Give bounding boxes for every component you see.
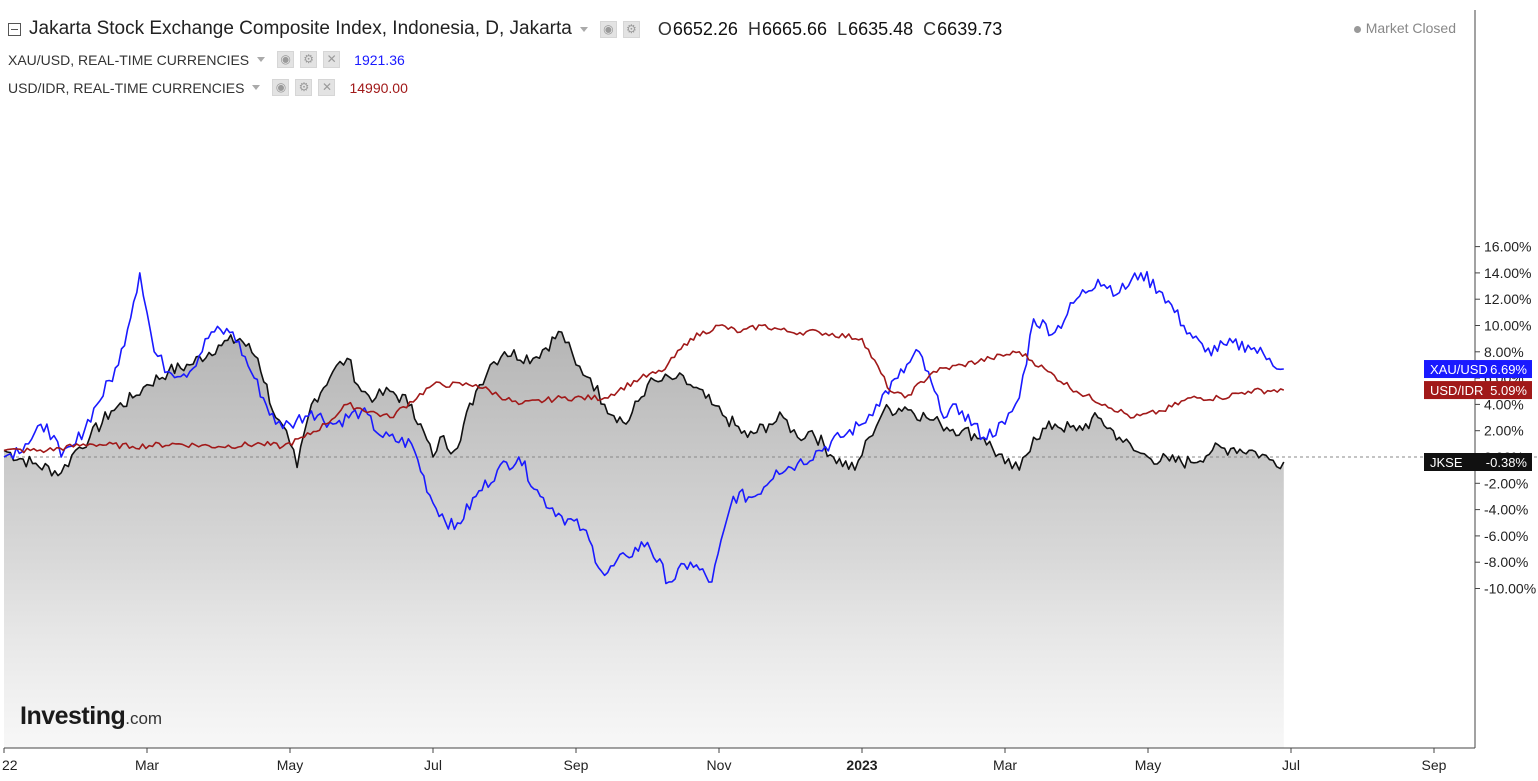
series-line-jkse	[3, 330, 1285, 477]
market-status: Market Closed	[1353, 20, 1456, 36]
series-line-xauusd	[3, 270, 1284, 585]
series-label-name: JKSE	[1430, 455, 1463, 470]
logo-name: Investing	[20, 702, 126, 730]
x-tick-label: Jul	[1282, 757, 1300, 773]
series-label-usdidr: USD/IDR 5.09%	[1424, 381, 1532, 400]
x-tick-label: Sep	[564, 757, 589, 773]
high-value: 6665.66	[761, 18, 828, 39]
close-value: 6639.73	[937, 18, 1003, 39]
x-tick-label: 22	[2, 757, 18, 773]
gear-icon[interactable]: ⚙	[300, 51, 318, 68]
overlay-xauusd: XAU/USD, REAL-TIME CURRENCIES ◉ ⚙ ✕ 1921…	[8, 51, 405, 68]
y-tick-label: 8.00%	[1484, 344, 1524, 360]
x-tick-label: May	[1135, 757, 1161, 773]
gear-icon[interactable]: ⚙	[622, 20, 640, 38]
close-icon[interactable]: ✕	[323, 51, 341, 68]
overlay-xauusd-value: 1921.36	[354, 51, 405, 68]
series-label-xauusd: XAU/USD 6.69%	[1424, 360, 1532, 379]
series-label-name: USD/IDR	[1430, 383, 1483, 398]
y-tick-label: 2.00%	[1484, 423, 1524, 439]
y-tick-label: 10.00%	[1484, 318, 1531, 334]
y-tick-label: 4.00%	[1484, 396, 1524, 412]
x-tick-label: Mar	[135, 757, 159, 773]
series-lines-layer	[3, 270, 1285, 585]
series-label-value: -0.38%	[1486, 455, 1528, 470]
series-label-box	[1424, 381, 1532, 400]
x-tick-label: Nov	[707, 757, 732, 773]
overlay-usdidr-value: 14990.00	[349, 79, 408, 96]
chart-title: Jakarta Stock Exchange Composite Index, …	[29, 18, 572, 39]
gear-icon[interactable]: ⚙	[295, 79, 313, 96]
series-label-jkse: JKSE -0.38%	[1424, 452, 1532, 471]
y-tick-label: 12.00%	[1484, 291, 1531, 307]
x-tick-label: Mar	[993, 757, 1017, 773]
series-label-name: XAU/USD	[1430, 362, 1488, 377]
market-status-text: Market Closed	[1365, 20, 1456, 36]
x-tick-label: May	[277, 757, 303, 773]
collapse-icon[interactable]	[8, 22, 21, 36]
y-tick-label: -2.00%	[1484, 475, 1528, 491]
y-tick-label: -10.00%	[1484, 581, 1536, 597]
close-label: C	[923, 18, 937, 39]
close-icon[interactable]: ✕	[318, 79, 336, 96]
series-line-usdidr	[3, 324, 1285, 454]
visibility-icon[interactable]: ◉	[599, 20, 617, 38]
series-label-value: 6.69%	[1490, 362, 1527, 377]
visibility-icon[interactable]: ◉	[272, 79, 290, 96]
x-tick-label: Jul	[424, 757, 442, 773]
series-label-value: 5.09%	[1490, 383, 1527, 398]
jkse-area-layer	[4, 331, 1284, 748]
y-tick-label: -4.00%	[1484, 502, 1528, 518]
y-tick-label: -6.00%	[1484, 528, 1528, 544]
series-label-box	[1424, 360, 1532, 379]
x-tick-label: Sep	[1422, 757, 1447, 773]
jkse-area	[4, 331, 1284, 748]
status-dot-icon	[1353, 25, 1361, 33]
visibility-icon[interactable]: ◉	[277, 51, 295, 68]
overlay-usdidr: USD/IDR, REAL-TIME CURRENCIES ◉ ⚙ ✕ 1499…	[8, 79, 408, 96]
chevron-down-icon[interactable]	[252, 85, 261, 90]
overlay-usdidr-label: USD/IDR, REAL-TIME CURRENCIES	[8, 79, 245, 96]
overlay-xauusd-label: XAU/USD, REAL-TIME CURRENCIES	[8, 51, 250, 68]
x-tick-label: 2023	[846, 757, 877, 773]
chevron-down-icon[interactable]	[579, 26, 588, 32]
ohlc-readout: O6652.26 H6665.66 L6635.48 C6639.73	[658, 19, 1002, 40]
open-label: O	[657, 18, 672, 39]
series-label-box	[1424, 452, 1532, 471]
chart-header: Jakarta Stock Exchange Composite Index, …	[8, 18, 1002, 40]
axes-layer: 16.00%14.00%12.00%10.00%8.00%6.00%4.00%2…	[2, 10, 1536, 773]
y-tick-label: 16.00%	[1484, 239, 1531, 255]
open-value: 6652.26	[672, 18, 738, 39]
low-label: L	[837, 18, 848, 39]
y-tick-label: -8.00%	[1484, 554, 1528, 570]
low-value: 6635.48	[848, 18, 914, 39]
high-label: H	[747, 18, 761, 39]
logo-suffix: .com	[125, 709, 163, 728]
series-labels-layer: JKSE -0.38% XAU/USD 6.69% USD/IDR 5.09%	[1424, 360, 1532, 471]
investing-logo: Investing.com	[20, 702, 162, 731]
chevron-down-icon[interactable]	[257, 57, 266, 62]
y-tick-label: 14.00%	[1484, 265, 1531, 281]
